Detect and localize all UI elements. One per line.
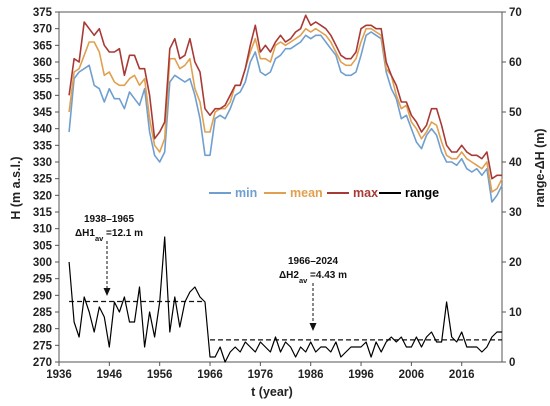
y-left-tick-label: 330 <box>33 157 52 169</box>
annotation-2-arrowhead <box>309 323 317 331</box>
x-tick-label: 2006 <box>399 369 425 381</box>
y-left-tick-label: 340 <box>33 124 52 136</box>
annotation-2-period: 1966–2024 <box>288 256 338 267</box>
y-left-tick-label: 300 <box>33 257 52 269</box>
y-axis-right-title: range-ΔH (m) <box>533 128 547 207</box>
annotation-1-arrowhead <box>103 288 111 296</box>
x-tick-label: 1986 <box>298 369 324 381</box>
y-right-tick-label: 60 <box>509 57 522 69</box>
annotation-1-value: ΔH1av =12.1 m <box>75 228 143 243</box>
legend-label-min: min <box>235 186 257 200</box>
y-left-tick-label: 280 <box>33 324 52 336</box>
x-axis-title: t (year) <box>251 385 293 399</box>
y-left-tick-label: 345 <box>33 107 53 119</box>
y-left-tick-label: 360 <box>33 57 52 69</box>
y-left-tick-label: 315 <box>33 207 53 219</box>
series-line-max <box>68 14 502 180</box>
x-tick-label: 1936 <box>46 369 72 381</box>
y-left-tick-label: 320 <box>33 190 52 202</box>
series-line-mean <box>68 27 503 193</box>
y-axis-left-title: H (m a.s.l.) <box>9 156 23 219</box>
annotation-period-2: 1966–2024 ΔH2av =4.43 m <box>279 256 347 331</box>
y-left-tick-label: 370 <box>33 24 52 36</box>
y-left-tick-label: 270 <box>33 357 52 369</box>
y-left-tick-label: 275 <box>33 340 53 352</box>
y-left-tick-label: 295 <box>33 274 53 286</box>
annotation-1-period: 1938–1965 <box>84 214 134 225</box>
legend-label-mean: mean <box>290 186 323 200</box>
legend: min mean max range <box>209 186 439 200</box>
y-right-tick-label: 0 <box>509 357 515 369</box>
legend-label-range: range <box>405 186 439 200</box>
y-right-tick-label: 10 <box>509 307 522 319</box>
y-right-tick-label: 30 <box>509 207 522 219</box>
series-line-min <box>68 31 503 203</box>
series-line-range <box>68 236 502 363</box>
x-tick-label: 1956 <box>147 369 173 381</box>
y-left-tick-label: 305 <box>33 240 53 252</box>
y-left-tick-label: 290 <box>33 290 52 302</box>
y-left-tick-label: 365 <box>33 40 53 52</box>
y-right-tick-label: 40 <box>509 157 522 169</box>
y-left-tick-label: 355 <box>33 74 53 86</box>
y-left-tick-label: 310 <box>33 224 52 236</box>
y-left-tick-label: 350 <box>33 90 52 102</box>
x-tick-label: 1946 <box>97 369 123 381</box>
y-left-tick-label: 285 <box>33 307 53 319</box>
y-right-tick-label: 70 <box>509 7 522 19</box>
y-right-tick-label: 50 <box>509 107 522 119</box>
y-left-tick-label: 325 <box>33 174 53 186</box>
legend-label-max: max <box>353 186 378 200</box>
y-right-tick-label: 20 <box>509 257 522 269</box>
x-tick-label: 1976 <box>248 369 274 381</box>
y-left-tick-label: 375 <box>33 7 53 19</box>
annotation-2-value: ΔH2av =4.43 m <box>279 270 347 285</box>
x-tick-label: 1966 <box>197 369 223 381</box>
annotation-period-1: 1938–1965 ΔH1av =12.1 m <box>75 214 143 296</box>
x-tick-label: 2016 <box>449 369 475 381</box>
y-left-tick-label: 335 <box>33 140 53 152</box>
x-tick-label: 1996 <box>348 369 374 381</box>
